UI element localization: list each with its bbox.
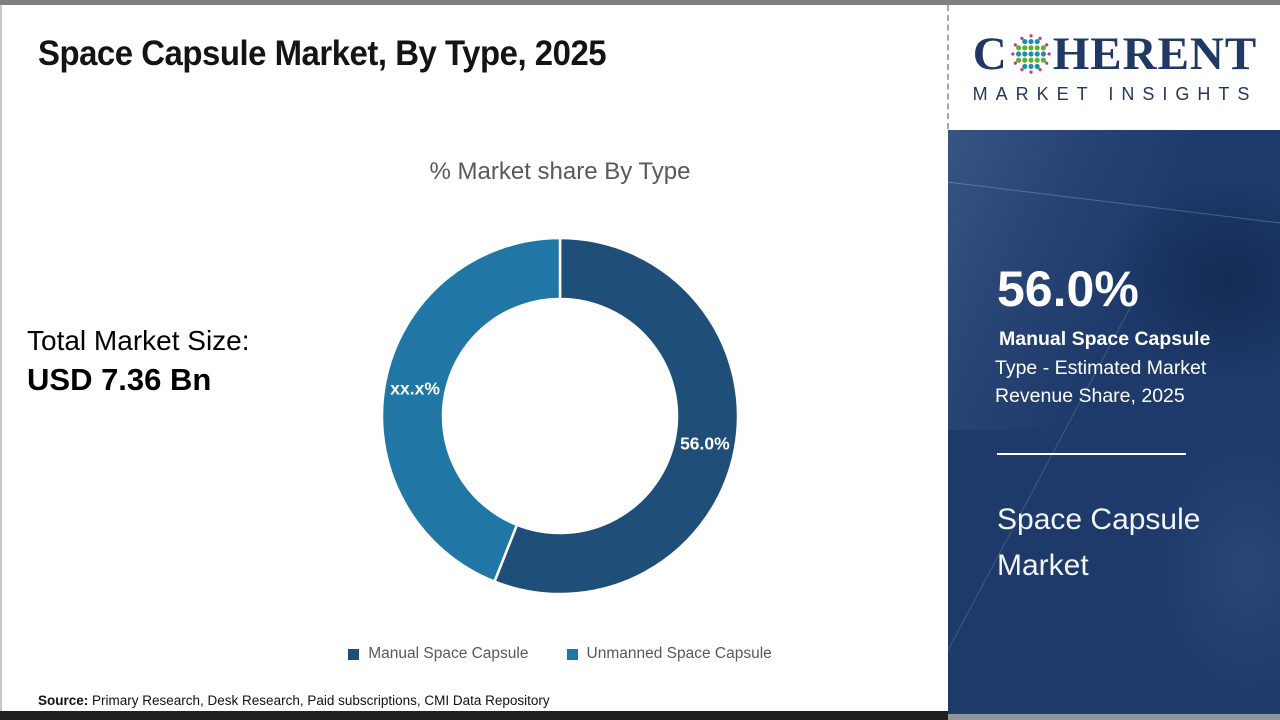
total-market-size-block: Total Market Size: USD 7.36 Bn bbox=[27, 322, 250, 400]
source-label: Source: bbox=[38, 693, 89, 708]
left-frame-edge bbox=[0, 5, 2, 712]
top-frame-bar bbox=[0, 0, 1280, 5]
donut-slice-0 bbox=[492, 236, 740, 596]
legend-swatch-icon bbox=[566, 648, 578, 660]
donut-slice-label-0: 56.0% bbox=[680, 434, 730, 454]
sidebar-stat-description: Manual Space Capsule Type - Estimated Mar… bbox=[995, 325, 1237, 411]
brand-logo: C HERENT bbox=[950, 5, 1280, 130]
donut-chart: 56.0% xx.x% bbox=[370, 226, 750, 606]
bottom-frame-bar-right bbox=[948, 714, 1280, 720]
donut-chart-svg: 56.0% xx.x% bbox=[380, 236, 740, 596]
total-market-size-label: Total Market Size: bbox=[27, 325, 250, 356]
sidebar-stat-segment: Manual Space Capsule bbox=[999, 328, 1211, 350]
chart-title: % Market share By Type bbox=[429, 158, 691, 185]
logo-divider-dashed bbox=[947, 5, 949, 129]
total-market-size-value: USD 7.36 Bn bbox=[27, 362, 212, 397]
legend-label: Manual Space Capsule bbox=[368, 645, 529, 662]
legend-item-1: Unmanned Space Capsule bbox=[566, 645, 772, 663]
right-sidebar: 56.0% Manual Space Capsule Type - Estimat… bbox=[948, 130, 1280, 714]
globe-dots-icon bbox=[1010, 34, 1051, 74]
legend-item-0: Manual Space Capsule bbox=[348, 645, 529, 663]
sidebar-divider-line bbox=[997, 453, 1186, 455]
sidebar-report-title: Space Capsule Market bbox=[997, 503, 1201, 582]
source-text: Primary Research, Desk Research, Paid su… bbox=[88, 693, 550, 708]
donut-slice-1 bbox=[380, 236, 562, 584]
legend-label: Unmanned Space Capsule bbox=[586, 645, 772, 662]
sidebar-texture-sheen bbox=[948, 130, 1280, 430]
logo-letter-c: C bbox=[972, 27, 1008, 80]
source-note: Source: Primary Research, Desk Research,… bbox=[38, 693, 550, 708]
logo-wordmark: C HERENT bbox=[972, 27, 1258, 80]
page-title: Space Capsule Market, By Type, 2025 bbox=[38, 34, 607, 73]
logo-word-rest: HERENT bbox=[1052, 27, 1258, 80]
legend-swatch-icon bbox=[348, 648, 360, 660]
logo-subtitle: MARKET INSIGHTS bbox=[972, 83, 1258, 104]
sidebar-stat-desc-rest: Type - Estimated Market Revenue Share, 2… bbox=[995, 356, 1207, 408]
sidebar-stat-value: 56.0% bbox=[997, 261, 1139, 317]
bottom-frame-bar bbox=[0, 711, 948, 720]
chart-legend: Manual Space Capsule Unmanned Space Capsu… bbox=[240, 645, 880, 663]
donut-slice-label-1: xx.x% bbox=[390, 378, 440, 398]
